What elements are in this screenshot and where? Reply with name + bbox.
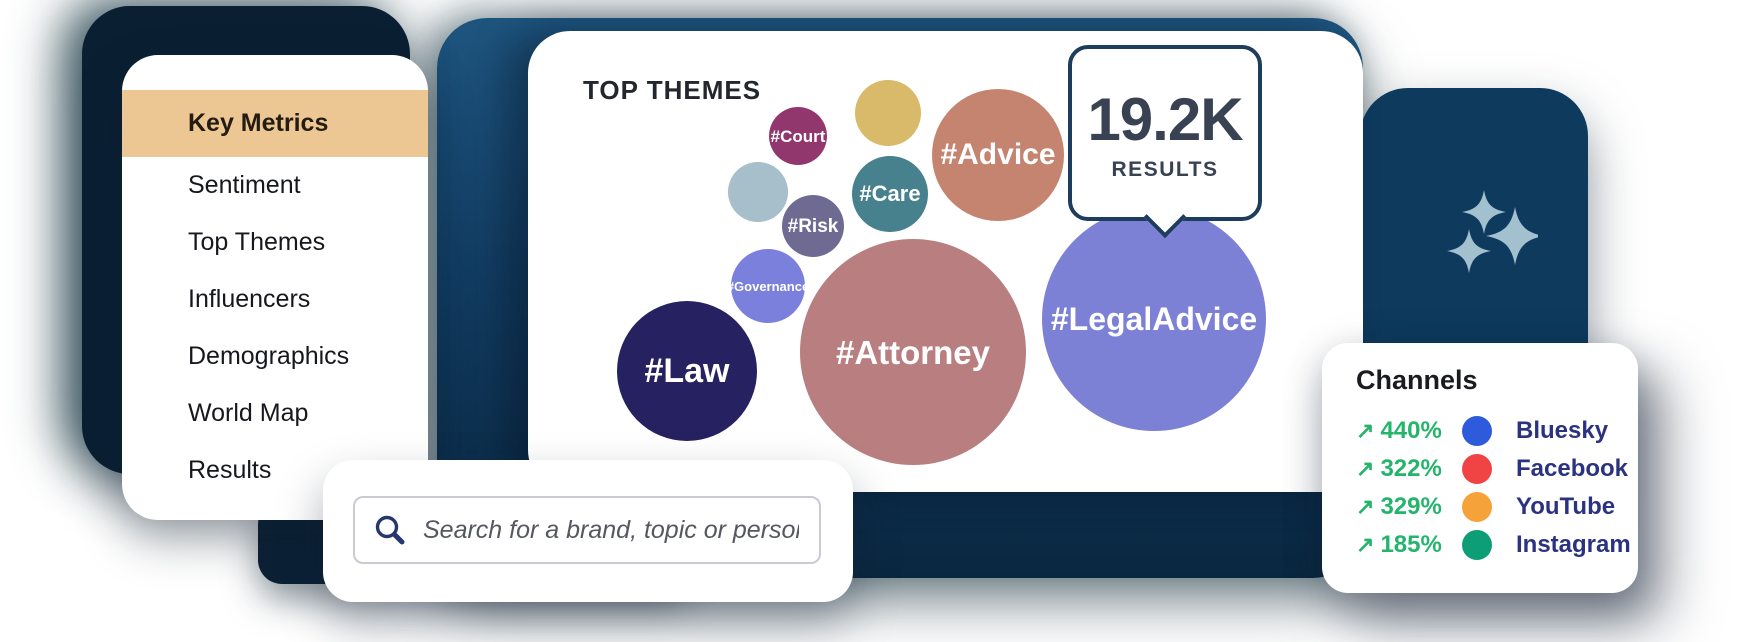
bluesky-dot-icon — [1462, 416, 1492, 446]
page-title: TOP THEMES — [583, 75, 762, 105]
trend-up-arrow-icon: ↗ — [1356, 418, 1375, 443]
channel-label: Bluesky — [1516, 417, 1609, 444]
results-count: 19.2K — [1087, 85, 1243, 153]
channel-change-value: 329% — [1380, 493, 1442, 520]
facebook-dot-icon — [1462, 454, 1492, 484]
sparkles-icon — [1447, 190, 1538, 273]
channel-change-value: 322% — [1380, 455, 1442, 482]
channel-row-bluesky[interactable]: ↗ 440% Bluesky — [1356, 412, 1638, 450]
channel-change-value: 440% — [1380, 417, 1442, 444]
search-card — [323, 460, 853, 602]
search-input[interactable] — [421, 514, 801, 546]
channel-label: YouTube — [1516, 493, 1616, 520]
sidebar-item-sentiment[interactable]: Sentiment — [188, 171, 301, 199]
channel-change: ↗ 185% — [1356, 531, 1462, 559]
channel-change-value: 185% — [1380, 531, 1442, 558]
bubble-attorney[interactable]: #Attorney — [800, 239, 1026, 465]
trend-up-arrow-icon: ↗ — [1356, 494, 1375, 519]
channel-row-instagram[interactable]: ↗ 185% Instagram — [1356, 526, 1638, 564]
sidebar-item-results[interactable]: Results — [188, 456, 272, 484]
bubble-governance[interactable]: #Governance — [727, 249, 809, 323]
trend-up-arrow-icon: ↗ — [1356, 456, 1375, 481]
results-label: RESULTS — [1111, 157, 1219, 181]
bubble-court[interactable]: #Court — [769, 107, 827, 165]
channel-change: ↗ 329% — [1356, 493, 1462, 521]
channel-label: Instagram — [1516, 531, 1631, 558]
youtube-dot-icon — [1462, 492, 1492, 522]
channel-change: ↗ 322% — [1356, 455, 1462, 483]
sidebar-item-world-map[interactable]: World Map — [188, 399, 309, 427]
channel-row-youtube[interactable]: ↗ 329% YouTube — [1356, 488, 1638, 526]
search-icon — [375, 515, 405, 545]
bubble-law[interactable]: #Law — [617, 301, 757, 441]
bubble-unlabeled-gold[interactable] — [855, 80, 921, 146]
bubble-risk[interactable]: #Risk — [782, 195, 844, 257]
channels-title: Channels — [1356, 365, 1478, 395]
channels-card: Channels ↗ 440% Bluesky ↗ 322% Facebook … — [1322, 343, 1638, 593]
sidebar-item-top-themes[interactable]: Top Themes — [188, 228, 326, 256]
top-themes-panel: TOP THEMES #Court #Advice #Care #Risk #G… — [528, 31, 1363, 492]
channel-row-facebook[interactable]: ↗ 322% Facebook — [1356, 450, 1638, 488]
search-box — [353, 496, 821, 564]
bubble-care[interactable]: #Care — [852, 156, 928, 232]
sidebar-item-influencers[interactable]: Influencers — [188, 285, 311, 313]
bubble-legaladvice[interactable]: #LegalAdvice — [1042, 207, 1266, 431]
bubble-advice[interactable]: #Advice — [932, 89, 1064, 221]
results-callout: 19.2K RESULTS — [1068, 45, 1262, 239]
sidebar-item-key-metrics[interactable]: Key Metrics — [122, 90, 428, 157]
channel-label: Facebook — [1516, 455, 1629, 482]
bubble-unlabeled-slate[interactable] — [728, 162, 788, 222]
sidebar-item-demographics[interactable]: Demographics — [188, 342, 350, 370]
sidebar-menu: Key Metrics Sentiment Top Themes Influen… — [122, 55, 428, 520]
channel-change: ↗ 440% — [1356, 417, 1462, 445]
instagram-dot-icon — [1462, 530, 1492, 560]
trend-up-arrow-icon: ↗ — [1356, 532, 1375, 557]
